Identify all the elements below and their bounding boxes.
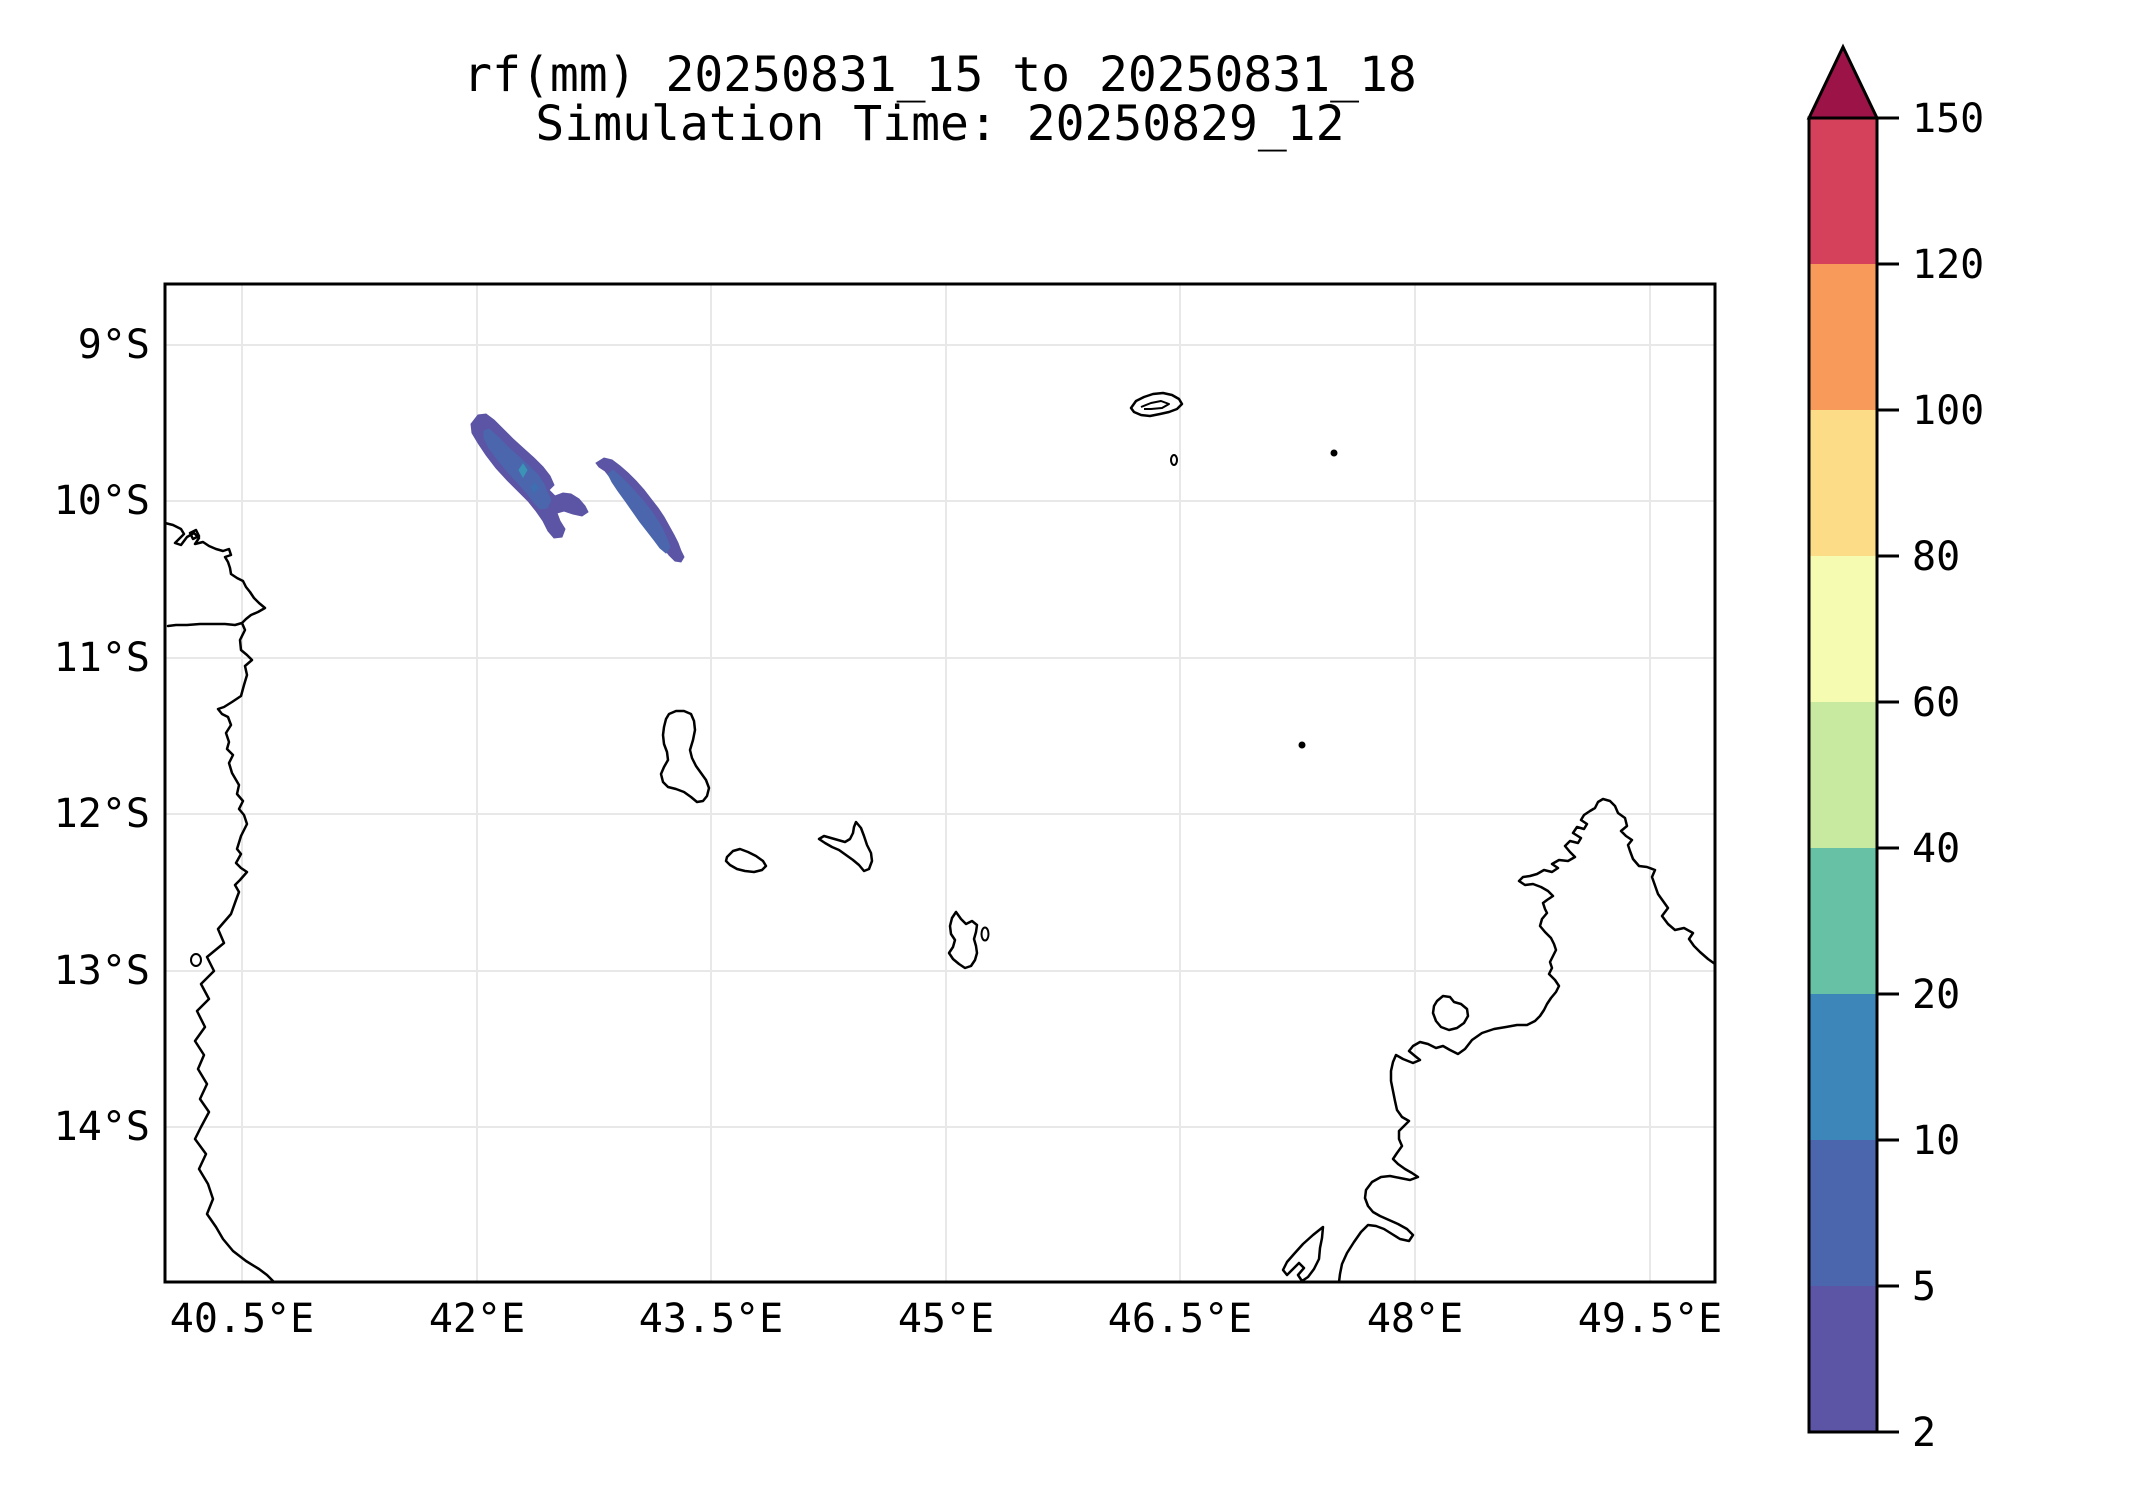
island-anjouan (817, 820, 874, 873)
colorbar-tick-label: 60 (1912, 680, 1960, 726)
island-islet-msimbati (188, 528, 201, 541)
colorbar-segment-80-100 (1809, 410, 1877, 556)
colorbar-tick-label: 20 (1912, 972, 1960, 1018)
y-tick-label: 12°S (53, 791, 150, 837)
colorbar-tick-label: 5 (1912, 1264, 1936, 1310)
x-tick-label: 46.5°E (1107, 1296, 1253, 1342)
islet-glorioso-islet (1298, 741, 1306, 749)
colorbar-tick-label: 2 (1912, 1410, 1936, 1456)
x-tick-label: 42°E (428, 1296, 526, 1342)
island-moheli (724, 847, 768, 874)
coastline-africa-coast-north (163, 521, 267, 628)
map-canvas (163, 282, 1717, 1284)
y-tick-label: 11°S (53, 635, 150, 681)
x-tick-label: 48°E (1366, 1296, 1464, 1342)
coastline-madagascar-coast (1337, 797, 1717, 1284)
plot-border (163, 282, 1717, 1284)
island-aldabra-atoll (1129, 391, 1184, 418)
x-tick-label: 43.5°E (638, 1296, 784, 1342)
y-tick-label: 9°S (77, 322, 150, 368)
islet-cosmoledo-islet (1330, 449, 1338, 457)
island-grande-comore (659, 709, 711, 804)
rain-cell-west-cell-speck-blue (530, 482, 539, 494)
plot-title-line2: Simulation Time: 20250829_12 (535, 96, 1345, 152)
colorbar-segment-40-60 (1809, 702, 1877, 848)
island-mayotte (947, 910, 979, 970)
x-tick-label: 40.5°E (169, 1296, 315, 1342)
islet-mayotte-islet (980, 926, 990, 942)
island-nosy-be (1431, 994, 1470, 1032)
y-tick-label: 13°S (53, 948, 150, 994)
colorbar-segment-60-80 (1809, 556, 1877, 702)
colorbar-outline (1807, 116, 1879, 1434)
x-tick-label: 45°E (897, 1296, 995, 1342)
colorbar-tick-label: 10 (1912, 1118, 1960, 1164)
colorbar-segment-2-5 (1809, 1286, 1877, 1432)
colorbar-tick-label: 40 (1912, 826, 1960, 872)
colorbar-extend-arrow (1806, 43, 1880, 120)
colorbar-tick-label: 150 (1912, 96, 1984, 142)
islet-assumption-island (1170, 454, 1178, 466)
colorbar-segment-5-10 (1809, 1140, 1877, 1286)
plot-title-line1: rf(mm) 20250831_15 to 20250831_18 (463, 47, 1417, 103)
colorbar-segment-20-40 (1809, 848, 1877, 994)
y-tick-label: 14°S (53, 1104, 150, 1150)
map-plot (163, 282, 1717, 1284)
colorbar-segment-10-20 (1809, 994, 1877, 1140)
rain-cell-west-cell-speck-teal (518, 463, 528, 479)
colorbar-tick-label: 80 (1912, 534, 1960, 580)
coastline-africa-coast-main (193, 621, 275, 1283)
colorbar-tick-label: 100 (1912, 388, 1984, 434)
colorbar-segment-100-120 (1809, 264, 1877, 410)
colorbar-tick-label: 120 (1912, 242, 1984, 288)
island-line-aldabra-lagoon (1140, 400, 1170, 410)
colorbar-segment-120-150 (1809, 118, 1877, 264)
rain-cell-east-cell-inner (607, 469, 671, 554)
island-madagascar-islet-sw (1281, 1225, 1325, 1283)
y-tick-label: 10°S (53, 478, 150, 524)
colorbar: 150 120 100 80 60 40 20 10 5 2 (1806, 43, 1984, 1456)
x-tick-label: 49.5°E (1577, 1296, 1723, 1342)
islet-ibo-islet (190, 953, 202, 967)
